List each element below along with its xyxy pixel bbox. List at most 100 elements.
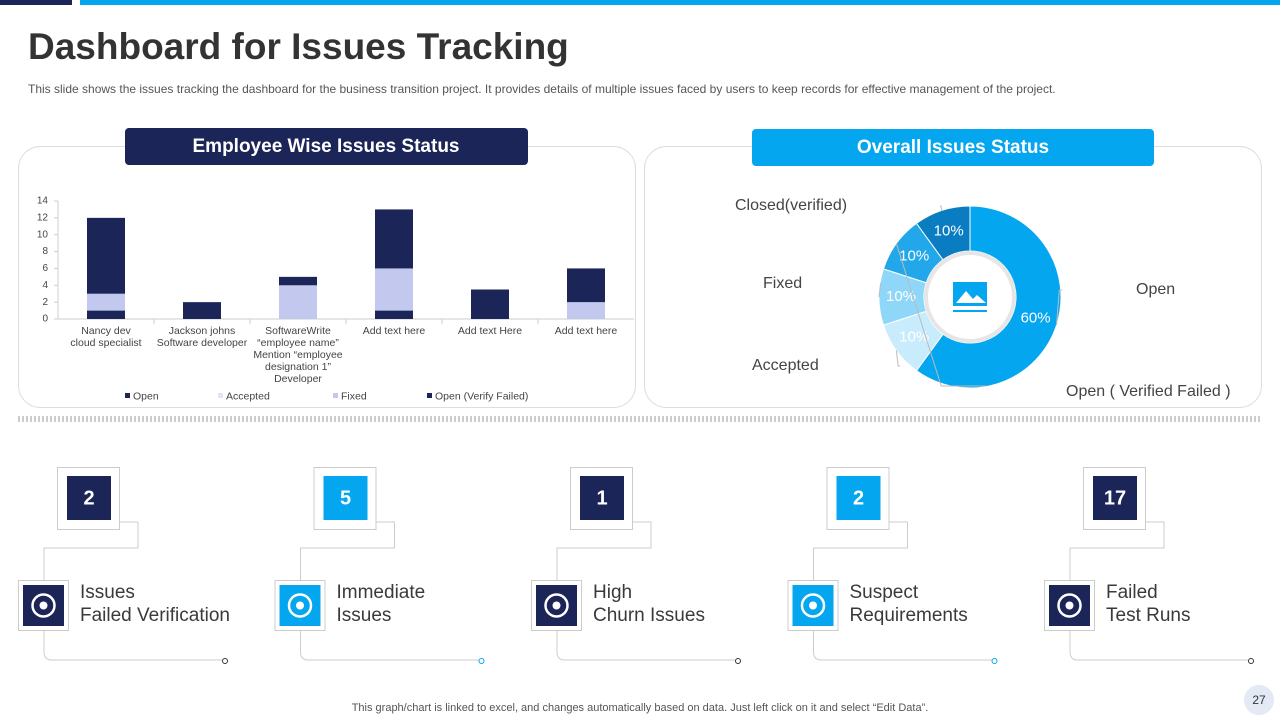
legend-swatch: [125, 393, 130, 398]
center-icon: [956, 291, 986, 303]
x-tick-label: Add text Here: [457, 325, 523, 337]
connector: [556, 521, 652, 580]
icon-glyph: [544, 593, 569, 618]
kpi-label: Suspect Requirements: [849, 582, 968, 626]
y-tick-label: 12: [37, 212, 49, 223]
x-tick-label: SoftwareWrite “employee name” Mention “e…: [253, 325, 343, 385]
icon-glyph: [552, 601, 561, 610]
connector: [300, 521, 395, 580]
page-badge: [1244, 685, 1274, 715]
leader-line: [895, 243, 986, 387]
chart-title: Employee Wise Issues Status: [193, 136, 460, 157]
bar-segment: [471, 289, 509, 319]
kpi-value: 2: [853, 487, 864, 509]
slice-label: Open ( Verified Failed ): [1066, 383, 1231, 400]
bar-segment: [87, 310, 125, 319]
bar-segment: [375, 209, 413, 269]
chart-title: Overall Issues Status: [857, 137, 1049, 158]
x-tick-label: Add text here: [362, 325, 426, 337]
slice-label: Fixed: [763, 275, 802, 292]
icon-glyph: [296, 601, 304, 610]
connector: [1069, 521, 1165, 580]
page-number: 27: [1252, 693, 1266, 707]
leader-line: [940, 205, 943, 211]
kpi-label: Immediate Issues: [336, 582, 426, 626]
y-tick-label: 8: [42, 246, 48, 257]
value-label: 10%: [934, 222, 964, 239]
kpi-value: 2: [83, 487, 94, 509]
kpi-label: Failed Test Runs: [1106, 582, 1191, 626]
legend-swatch: [333, 393, 338, 398]
connector: [813, 521, 908, 580]
value-label: 10%: [899, 247, 929, 264]
kpi-box: [323, 476, 368, 520]
slice-label: Closed(verified): [735, 197, 847, 214]
connector-end: [735, 658, 741, 664]
bar-segment: [87, 217, 125, 294]
connector-end: [478, 658, 485, 664]
x-tick-label: Add text here: [554, 325, 618, 337]
kpi-label: Issues Failed Verification: [80, 582, 230, 626]
value-label: 60%: [1021, 309, 1051, 326]
y-tick-label: 4: [42, 280, 48, 291]
connector: [43, 630, 222, 661]
connector: [813, 630, 992, 661]
connector: [1069, 630, 1248, 661]
x-tick-label: Jackson johns Software developer: [156, 325, 248, 349]
connector-end: [222, 658, 228, 664]
bar-segment: [375, 268, 413, 311]
slice-label: Accepted: [752, 357, 819, 374]
subtitle: This slide shows the issues tracking the…: [28, 82, 1056, 96]
icon-glyph: [39, 601, 48, 610]
top-bar: [0, 0, 72, 5]
panel-header: [752, 129, 1154, 166]
icon-glyph: [809, 601, 817, 610]
bar-segment: [87, 293, 125, 311]
kpi-value: 17: [1104, 487, 1126, 509]
y-tick-label: 0: [42, 314, 48, 325]
icon-glyph: [1057, 593, 1082, 618]
legend-swatch: [218, 393, 223, 398]
connector: [556, 630, 735, 661]
icon-glyph: [800, 593, 826, 618]
legend-label: Accepted: [226, 390, 270, 402]
icon-glyph: [1065, 601, 1074, 610]
kpi-value: 5: [340, 487, 351, 509]
x-tick-label: Nancy dev cloud specialist: [70, 325, 142, 349]
legend-label: Open (Verify Failed): [435, 390, 528, 402]
kpi-value: 1: [596, 487, 607, 509]
top-bar: [80, 0, 1280, 5]
footer: This graph/chart is linked to excel, and…: [352, 702, 929, 714]
slice-label: Open: [1136, 281, 1175, 298]
kpi-box: [1093, 476, 1137, 520]
icon-glyph: [287, 593, 313, 618]
bar-segment: [567, 302, 605, 319]
title: Dashboard for Issues Tracking: [28, 26, 569, 67]
value-label: 10%: [886, 288, 916, 305]
bar-segment: [279, 276, 317, 286]
leader-line: [878, 283, 882, 298]
kpi-box: [836, 476, 881, 520]
bar-segment: [279, 285, 317, 319]
legend-swatch: [427, 393, 432, 398]
icon-glyph: [31, 593, 56, 618]
y-tick-label: 10: [37, 229, 49, 240]
y-tick-label: 14: [37, 196, 49, 207]
connector: [300, 630, 479, 661]
kpi-box: [580, 476, 624, 520]
panel-header: [125, 128, 528, 165]
kpi-label: High Churn Issues: [593, 582, 705, 626]
y-tick-label: 2: [42, 297, 48, 308]
bar-segment: [375, 310, 413, 319]
bar-segment: [567, 268, 605, 303]
connector: [43, 521, 139, 580]
legend-label: Fixed: [341, 390, 367, 402]
y-tick-label: 6: [42, 263, 48, 274]
bar-segment: [183, 302, 221, 319]
connector-end: [991, 658, 998, 664]
kpi-box: [67, 476, 111, 520]
value-label: 10%: [899, 329, 929, 346]
leader-line: [1056, 289, 1062, 326]
